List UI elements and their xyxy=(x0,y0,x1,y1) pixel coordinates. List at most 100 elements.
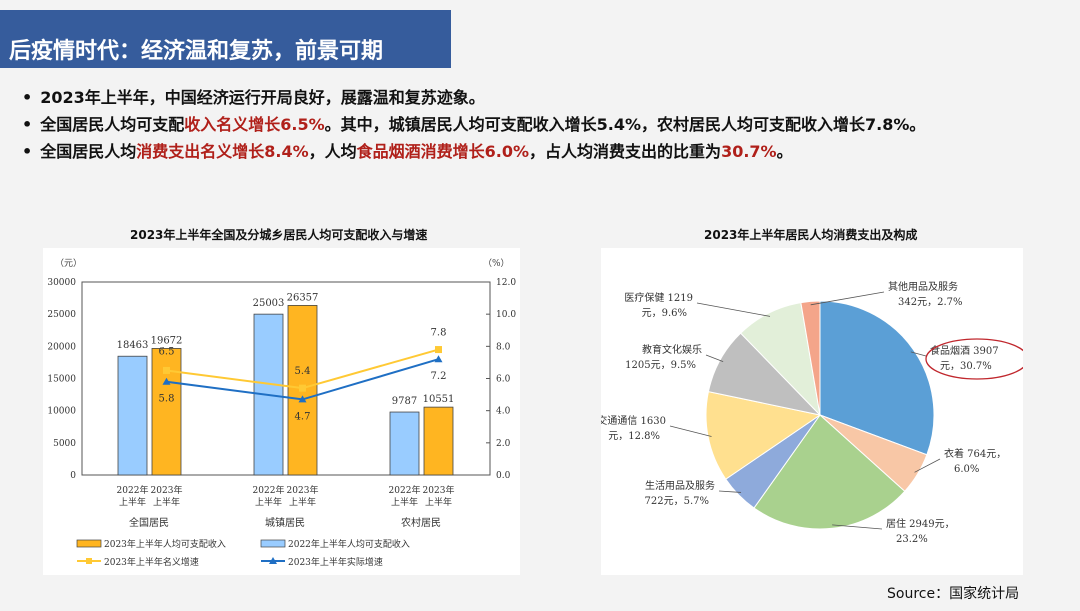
line-value-label: 7.8 xyxy=(431,328,447,339)
y-tick-label: 25000 xyxy=(47,310,76,320)
slice-label: 生活用品及服务 xyxy=(645,479,715,492)
y-tick-label: 10000 xyxy=(47,407,76,417)
y2-tick-label: 0.0 xyxy=(496,471,511,481)
x-category-label: 农村居民 xyxy=(401,516,441,529)
legend-label: 2023年上半年实际增速 xyxy=(288,556,383,568)
line-value-label: 5.4 xyxy=(295,366,311,377)
legend-label: 2023年上半年名义增速 xyxy=(104,556,199,568)
bullet-item: 全国居民人均可支配收入名义增长6.5%。其中，城镇居民人均可支配收入增长5.4%… xyxy=(22,111,925,138)
x-sub-label: 上半年 xyxy=(425,496,452,508)
slice-label: 交通通信 1630 xyxy=(601,414,666,427)
y-tick-label: 5000 xyxy=(53,439,76,449)
leader-line xyxy=(832,524,883,530)
bar-chart: （元） （%） 0 5000 10000 15000 20000 25000 30000 0.0 2… xyxy=(47,258,516,568)
highlight-text: 食品烟酒消费增长6.0% xyxy=(356,142,530,161)
bullet-text: 2023年上半年，中国经济运行开局良好，展露温和复苏迹象。 xyxy=(40,88,485,107)
line-value-label: 7.2 xyxy=(431,371,447,382)
slice-value-label: 6.0% xyxy=(954,464,979,475)
slice-label: 食品烟酒 3907 xyxy=(930,344,999,357)
x-sub-label: 上半年 xyxy=(255,496,282,508)
legend-label: 2023年上半年人均可支配收入 xyxy=(104,538,226,550)
y-tick-label: 15000 xyxy=(47,375,76,385)
slice-label: 衣着 764元， xyxy=(944,447,1006,460)
y2-tick-label: 10.0 xyxy=(496,310,516,320)
bar-chart-title: 2023年上半年全国及分城乡居民人均可支配收入与增速 xyxy=(130,228,428,242)
line-value-label: 6.5 xyxy=(159,346,175,357)
legend-swatch xyxy=(76,539,102,548)
title-banner: 后疫情时代：经济温和复苏，前景可期 xyxy=(0,10,451,68)
legend-label: 2022年上半年人均可支配收入 xyxy=(288,538,410,550)
slice-value-label: 342元，2.7% xyxy=(898,297,963,308)
slice-value-label: 元，12.8% xyxy=(608,431,660,442)
slice-value-label: 1205元，9.5% xyxy=(625,360,696,371)
highlight-text: 30.7% xyxy=(721,142,777,161)
source-note: Source：国家统计局 xyxy=(887,586,1020,602)
y-tick-label: 0 xyxy=(70,471,76,481)
point-real xyxy=(162,377,171,385)
line-value-label: 5.8 xyxy=(159,394,175,405)
leader-line xyxy=(696,302,771,317)
bullet-text: 全国居民人均 xyxy=(40,142,137,161)
y2-tick-label: 6.0 xyxy=(496,375,511,385)
slice-label: 其他用品及服务 xyxy=(888,280,958,293)
leader-line xyxy=(669,425,712,437)
legend-swatch xyxy=(260,539,286,548)
leader-line xyxy=(910,351,927,357)
pie-slice xyxy=(705,391,822,480)
x-category-label: 城镇居民 xyxy=(265,516,305,529)
line-value-label: 4.7 xyxy=(295,411,311,422)
slice-label: 居住 2949元， xyxy=(886,517,955,530)
x-sub-label: 2022年 xyxy=(389,484,421,496)
y2-axis-unit: （%） xyxy=(483,258,510,269)
point-real xyxy=(298,395,307,403)
bar-value-label: 10551 xyxy=(423,394,455,405)
bullet-text: 。 xyxy=(776,142,793,161)
leader-line xyxy=(718,490,742,493)
pie-slice xyxy=(753,414,906,530)
bullet-text: 全国居民人均可支配 xyxy=(40,115,185,134)
pie-slice xyxy=(800,300,821,416)
slice-value-label: 23.2% xyxy=(896,534,928,545)
pie-chart-card: 食品烟酒 3907 元，30.7% 衣着 764元， 6.0% 居住 2949元， 23.… xyxy=(597,248,1029,575)
point-nominal xyxy=(299,384,306,392)
x-sub-label: 上半年 xyxy=(119,496,146,508)
bullet-list: 2023年上半年，中国经济运行开局良好，展露温和复苏迹象。全国居民人均可支配收入… xyxy=(22,84,925,165)
bar-value-label: 9787 xyxy=(392,396,417,407)
slice-value-label: 元，30.7% xyxy=(940,361,992,372)
bar-value-label: 25003 xyxy=(253,298,285,309)
legend-marker xyxy=(86,558,92,564)
point-nominal xyxy=(163,366,170,374)
y-tick-label: 30000 xyxy=(47,278,76,288)
leader-line xyxy=(914,458,941,473)
x-sub-label: 上半年 xyxy=(153,496,180,508)
point-real xyxy=(434,355,443,363)
slice-label: 医疗保健 1219 xyxy=(624,291,693,304)
y-axis-unit: （元） xyxy=(55,258,82,269)
page-title: 后疫情时代：经济温和复苏，前景可期 xyxy=(9,39,384,64)
slice-value-label: 722元，5.7% xyxy=(645,496,710,507)
y2-tick-label: 2.0 xyxy=(496,439,511,449)
bar-value-label: 26357 xyxy=(287,292,319,303)
pie-chart-title: 2023年上半年居民人均消费支出及构成 xyxy=(704,228,918,242)
point-nominal xyxy=(435,346,442,354)
bullet-text: ，人均 xyxy=(308,142,357,161)
bullet-item: 全国居民人均消费支出名义增长8.4%，人均食品烟酒消费增长6.0%，占人均消费支… xyxy=(22,138,925,165)
bar-2023 xyxy=(423,406,454,476)
slice-value-label: 元，9.6% xyxy=(642,308,687,319)
x-sub-label: 2023年 xyxy=(287,484,319,496)
leader-line xyxy=(705,354,724,363)
x-sub-label: 2022年 xyxy=(117,484,149,496)
pie-chart: 食品烟酒 3907 元，30.7% 衣着 764元， 6.0% 居住 2949元， 23.… xyxy=(597,280,1029,545)
bar-value-label: 19672 xyxy=(151,335,183,346)
highlight-ellipse xyxy=(925,338,1029,380)
highlight-text: 收入名义增长6.5% xyxy=(184,115,325,134)
x-sub-label: 2022年 xyxy=(253,484,285,496)
y2-tick-label: 4.0 xyxy=(496,407,511,417)
bar-2022 xyxy=(117,355,148,476)
pie-slice xyxy=(819,300,935,456)
x-sub-label: 上半年 xyxy=(289,496,316,508)
bullet-text: 。其中，城镇居民人均可支配收入增长5.4%，农村居民人均可支配收入增长7.8%。 xyxy=(324,115,926,134)
bar-value-label: 18463 xyxy=(117,340,149,351)
x-category-label: 全国居民 xyxy=(129,516,169,529)
slice-label: 教育文化娱乐 xyxy=(642,343,702,356)
